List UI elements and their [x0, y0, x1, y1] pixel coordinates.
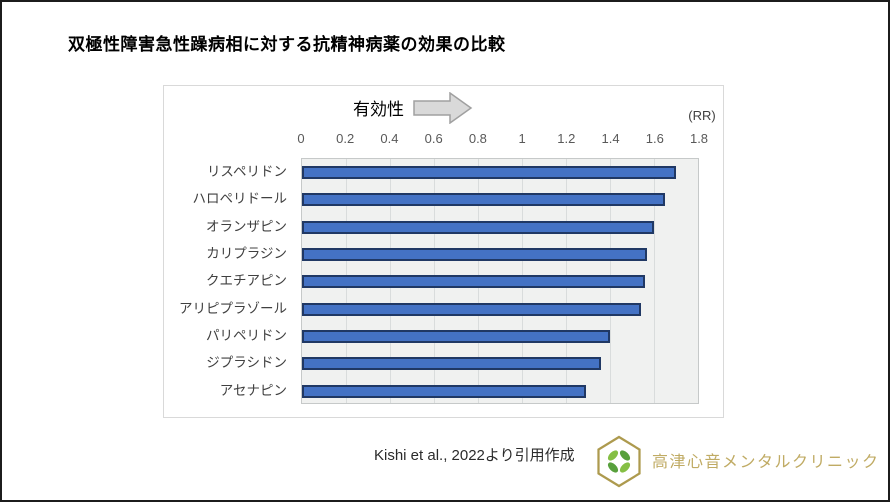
- bar-row: [302, 159, 698, 186]
- chart-container: 有効性 (RR) 0 0.2 0.4 0.6 0.8 1 1.2 1.4 1.6 1.8 リスペリ…: [163, 85, 724, 418]
- plot-area: [301, 158, 699, 404]
- bar-row: [302, 268, 698, 295]
- category-label: ジプラシドン: [206, 355, 287, 371]
- bar-ジプラシドン: [302, 357, 602, 371]
- bar-カリプラジン: [302, 248, 648, 261]
- category-label: オランザピン: [206, 218, 287, 234]
- bar-アセナピン: [302, 384, 586, 398]
- category-labels: リスペリドンハロペリドールオランザピン カリプラジン クエチアピンアリピプラゾールパ…: [166, 158, 294, 404]
- category-label: パリペリドン: [206, 328, 287, 343]
- x-tick-label: 0.6: [424, 131, 443, 146]
- bar-アリピプラゾール: [302, 302, 641, 316]
- category-label: アセナピン: [219, 382, 287, 398]
- effectiveness-direction-label: 有効性: [353, 100, 404, 119]
- clinic-name: 高津心音メンタルクリニック: [652, 454, 880, 471]
- bar-オランザピン: [302, 220, 654, 234]
- x-tick-label: 0.4: [380, 131, 399, 146]
- x-tick-label: 0: [297, 131, 305, 146]
- bar-row: [302, 323, 698, 350]
- category-label: リスペリドン: [206, 164, 287, 179]
- category-label: クエチアピン: [206, 273, 287, 289]
- bar-リスペリドン: [302, 166, 676, 179]
- bar-row: [302, 350, 698, 377]
- clinic-logo-icon: [597, 435, 641, 488]
- right-arrow-icon: [413, 92, 473, 124]
- x-tick-label: 1.8: [689, 131, 709, 146]
- x-tick-label: 0.2: [336, 131, 355, 146]
- bar-row: [302, 241, 698, 268]
- x-axis-ticks: 0 0.2 0.4 0.6 0.8 1 1.2 1.4 1.6 1.8: [297, 131, 708, 147]
- x-tick-label: 1: [518, 131, 526, 146]
- axis-unit-label: (RR): [688, 108, 716, 123]
- bar-ハロペリドール: [302, 193, 665, 207]
- x-tick-label: 1.4: [601, 131, 620, 146]
- x-tick-label: 0.8: [468, 131, 487, 146]
- category-label: ハロペリドール: [192, 191, 288, 207]
- citation-text: Kishi et al., 2022より引用作成: [374, 447, 575, 464]
- category-label: アリピプラゾール: [179, 300, 287, 316]
- gridline: [654, 159, 655, 403]
- x-tick-label: 1.6: [645, 131, 664, 146]
- page-title: 双極性障害急性躁病相に対する抗精神病薬の効果の比較: [68, 35, 506, 54]
- bar-パリペリドン: [302, 330, 610, 343]
- bar-クエチアピン: [302, 275, 646, 289]
- bar-row: [302, 378, 698, 405]
- x-tick-label: 1.2: [557, 131, 576, 146]
- bar-row: [302, 296, 698, 323]
- bar-row: [302, 214, 698, 241]
- category-label: カリプラジン: [206, 246, 287, 261]
- bar-row: [302, 186, 698, 213]
